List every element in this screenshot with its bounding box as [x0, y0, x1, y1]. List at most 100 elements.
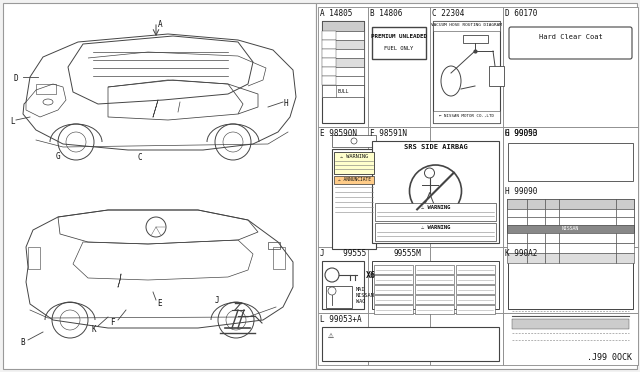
Bar: [508, 261, 633, 309]
Text: J    99555: J 99555: [320, 249, 366, 258]
Bar: [507, 253, 527, 263]
Text: FUEL ONLY: FUEL ONLY: [385, 45, 413, 51]
Text: ⚠ WARNING: ⚠ WARNING: [421, 225, 450, 230]
Bar: [322, 31, 364, 40]
Text: E 98590N: E 98590N: [320, 129, 357, 138]
Bar: [559, 233, 616, 243]
Bar: [433, 21, 500, 123]
Bar: [332, 149, 376, 249]
Bar: [374, 305, 413, 314]
Text: H 99090: H 99090: [505, 129, 538, 138]
Text: D 60170: D 60170: [505, 9, 538, 18]
Text: ⚠ ANNUNCIATE: ⚠ ANNUNCIATE: [337, 177, 371, 182]
Text: A 14805: A 14805: [320, 9, 353, 18]
Bar: [527, 209, 545, 217]
Bar: [322, 67, 336, 76]
Text: PREMIUM UNLEADED: PREMIUM UNLEADED: [371, 33, 427, 38]
Bar: [545, 199, 559, 209]
Bar: [332, 135, 376, 147]
Text: Hard Clear Coat: Hard Clear Coat: [539, 34, 602, 40]
Bar: [430, 7, 503, 127]
Bar: [527, 233, 545, 243]
Bar: [527, 217, 545, 225]
Bar: [334, 176, 374, 184]
Bar: [463, 35, 488, 43]
Bar: [456, 305, 495, 314]
Bar: [322, 21, 364, 123]
Bar: [374, 275, 413, 284]
Bar: [273, 247, 285, 269]
Bar: [334, 152, 374, 174]
Bar: [503, 127, 638, 247]
Bar: [527, 199, 545, 209]
Bar: [322, 40, 336, 49]
Bar: [559, 217, 616, 225]
Bar: [527, 253, 545, 263]
Bar: [36, 84, 56, 94]
Text: K: K: [91, 325, 95, 334]
Text: C: C: [138, 153, 143, 162]
Text: ← NISSAN MOTOR CO.,LTD: ← NISSAN MOTOR CO.,LTD: [439, 114, 494, 118]
Bar: [559, 253, 616, 263]
Text: L 99053+A: L 99053+A: [320, 315, 362, 324]
Circle shape: [351, 138, 357, 144]
Bar: [616, 209, 634, 217]
Bar: [456, 295, 495, 304]
Bar: [616, 243, 634, 253]
Bar: [322, 261, 364, 309]
Bar: [368, 313, 430, 365]
Text: B 14806: B 14806: [370, 9, 403, 18]
Bar: [433, 21, 500, 31]
Text: MAI: MAI: [356, 287, 365, 292]
Bar: [368, 7, 430, 127]
Bar: [374, 265, 413, 274]
Bar: [507, 209, 527, 217]
Bar: [433, 111, 500, 123]
Bar: [375, 223, 496, 241]
Bar: [507, 233, 527, 243]
Bar: [322, 58, 364, 67]
Bar: [507, 243, 527, 253]
Bar: [616, 253, 634, 263]
Bar: [456, 275, 495, 284]
Bar: [508, 143, 633, 181]
Bar: [316, 3, 637, 369]
Bar: [456, 265, 495, 274]
Text: ⚠ WARNING: ⚠ WARNING: [421, 205, 450, 210]
Bar: [368, 247, 430, 313]
Text: VACUUM HOSE ROUTING DIAGRAM: VACUUM HOSE ROUTING DIAGRAM: [431, 23, 502, 27]
Text: E: E: [157, 299, 162, 308]
Bar: [415, 305, 454, 314]
Bar: [430, 247, 503, 313]
Bar: [318, 247, 368, 313]
Text: .J99 0OCK: .J99 0OCK: [587, 353, 632, 362]
Bar: [507, 199, 634, 243]
Text: C 22304: C 22304: [432, 9, 465, 18]
Bar: [322, 40, 364, 49]
Text: ⚠: ⚠: [328, 330, 334, 340]
Bar: [545, 217, 559, 225]
Bar: [268, 242, 280, 249]
Bar: [545, 209, 559, 217]
Bar: [28, 247, 40, 269]
Bar: [503, 313, 638, 365]
Text: 99555M: 99555M: [393, 249, 420, 258]
Bar: [374, 295, 413, 304]
Bar: [322, 49, 336, 58]
Text: B: B: [20, 338, 24, 347]
Bar: [326, 286, 352, 308]
Bar: [318, 313, 368, 365]
Text: X6: X6: [366, 271, 376, 280]
Text: BULL: BULL: [337, 89, 349, 94]
Text: ⚠ WARNING: ⚠ WARNING: [340, 154, 368, 159]
Bar: [415, 265, 454, 274]
Bar: [322, 21, 364, 31]
Bar: [322, 85, 336, 97]
Bar: [430, 313, 503, 365]
Bar: [415, 275, 454, 284]
Bar: [415, 295, 454, 304]
Bar: [527, 243, 545, 253]
Text: F 98591N: F 98591N: [370, 129, 407, 138]
Bar: [545, 243, 559, 253]
Bar: [545, 253, 559, 263]
